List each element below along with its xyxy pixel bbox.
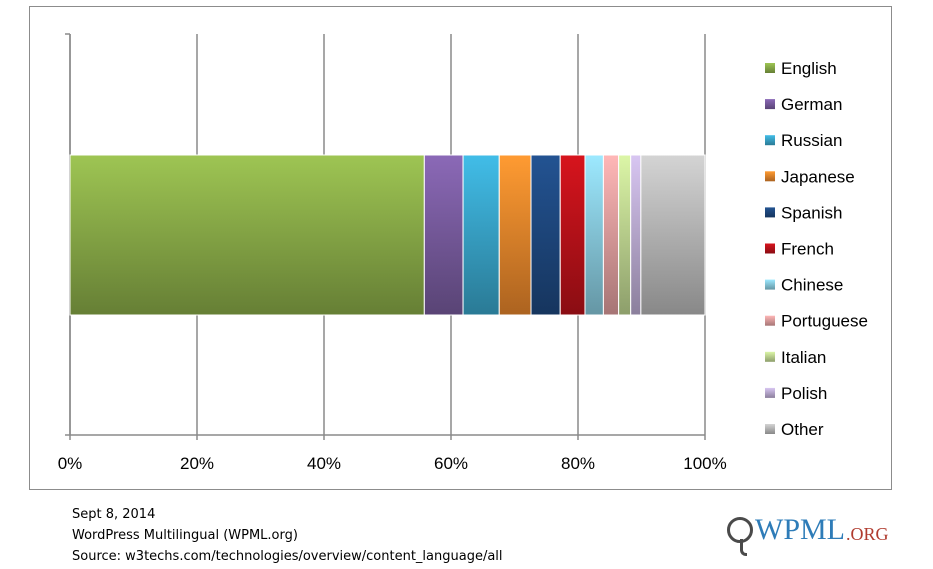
legend-label: Other (781, 420, 824, 439)
legend-swatch (765, 387, 775, 398)
x-tick-label: 20% (180, 454, 214, 473)
x-tick-label: 40% (307, 454, 341, 473)
x-tick-label: 0% (58, 454, 83, 473)
x-tick-label: 60% (434, 454, 468, 473)
chart-frame: 0% 20% 40% 60% 80% 100% English German Russian Ja… (29, 6, 892, 490)
bar-segment-spanish (530, 154, 561, 316)
legend-swatch (765, 135, 775, 146)
x-tick-label: 100% (683, 454, 726, 473)
legend-swatch (765, 351, 775, 362)
legend-label: Italian (781, 348, 826, 367)
footer-source: Source: w3techs.com/technologies/overvie… (72, 549, 503, 564)
bar-segment-chinese (584, 154, 604, 316)
legend-label: French (781, 240, 834, 259)
wpml-logo: WPML .ORG (727, 510, 889, 556)
bar-segment-russian (462, 154, 500, 316)
bar-segment-german (423, 154, 464, 316)
legend-label: Japanese (781, 167, 855, 186)
legend-label: Spanish (781, 203, 842, 222)
bar-segment-other (640, 154, 706, 316)
bar-segment-english (69, 154, 425, 316)
logo-mark-icon (727, 517, 753, 556)
legend-label: German (781, 95, 842, 114)
legend-swatch (765, 99, 775, 110)
legend-label: English (781, 59, 837, 78)
legend-swatch (765, 315, 775, 326)
bar-segment-polish (630, 154, 642, 316)
footer-date: Sept 8, 2014 (72, 507, 156, 522)
legend-swatch (765, 424, 775, 434)
x-tick-label: 80% (561, 454, 595, 473)
logo-tld: .ORG (846, 523, 889, 544)
legend-label: Chinese (781, 276, 843, 295)
legend-label: Russian (781, 131, 842, 150)
legend-swatch (765, 243, 775, 254)
logo-text: WPML (755, 513, 845, 546)
legend-swatch (765, 207, 775, 218)
legend-label: Portuguese (781, 312, 868, 331)
stacked-bar-chart: 0% 20% 40% 60% 80% 100% English German Russian Ja… (58, 33, 868, 473)
footer-org: WordPress Multilingual (WPML.org) (72, 528, 298, 543)
legend-label: Polish (781, 384, 827, 403)
legend-swatch (765, 279, 775, 290)
legend-swatch (765, 171, 775, 182)
bar-segment-japanese (498, 154, 532, 316)
bar-segment-portuguese (602, 154, 620, 316)
bar-segment-french (559, 154, 586, 316)
bar-segment-italian (618, 154, 632, 316)
legend-swatch (765, 63, 775, 73)
